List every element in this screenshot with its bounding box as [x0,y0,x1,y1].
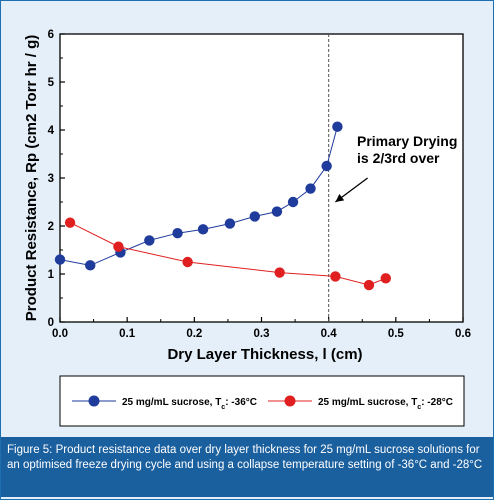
axis-ticks: 0.0 0.1 0.2 0.3 0.4 0.5 0.6 0 1 2 3 4 5 6 [48,29,471,340]
plot-area [59,33,464,323]
legend-label-2: 25 mg/mL sucrose, Tc: -28°C [318,397,453,411]
annotation-line1: Primary Drying [357,133,457,149]
x-tick-label: 0.3 [254,328,270,340]
data-point-series-2 [64,217,76,228]
data-point-series-2 [380,273,391,284]
legend-box [59,375,465,427]
x-tick-label: 0.1 [119,328,136,340]
data-point-series-2 [330,271,341,282]
data-point-series-1 [172,228,183,239]
legend: 25 mg/mL sucrose, Tc: -36°C 25 mg/mL sucr… [72,395,453,411]
figure-caption: Figure 5: Product resistance data over d… [1,437,493,497]
x-tick-label: 0.5 [388,328,405,340]
arrow-head [335,194,345,202]
data-point-series-1 [332,121,343,132]
y-tick-label: 3 [48,173,54,185]
data-point-series-1 [144,235,155,246]
data-point-series-1 [287,196,299,208]
series-group [54,121,391,291]
data-point-series-1 [271,206,283,217]
y-tick-label: 5 [48,77,55,89]
legend-marker-1 [88,395,100,407]
x-tick-label: 0.6 [455,328,471,340]
legend-label-1: 25 mg/mL sucrose, Tc: -36°C [122,397,257,411]
x-tick-label: 0.0 [52,328,68,340]
x-tick-label: 0.2 [186,328,202,340]
y-tick-label: 6 [48,29,54,41]
data-point-series-2 [274,267,285,278]
y-tick-label: 2 [48,221,54,233]
data-point-series-1 [305,183,316,194]
x-tick-label: 0.4 [321,328,338,340]
data-point-series-1 [85,260,96,271]
data-point-series-2 [363,279,375,291]
y-axis-title: Product Resistance, Rp (cm2 Torr hr / g) [23,35,40,321]
data-point-series-1 [321,160,332,172]
data-point-series-2 [182,256,193,268]
data-point-series-1 [224,218,236,229]
data-point-series-1 [197,224,209,235]
data-point-series-1 [54,254,66,265]
y-tick-label: 1 [48,269,55,281]
annotation-arrow [334,177,369,203]
y-tick-label: 4 [48,125,55,137]
data-point-series-1 [249,211,260,222]
annotation-line2: is 2/3rd over [357,150,440,166]
x-axis-title: Dry Layer Thickness, l (cm) [167,346,362,363]
legend-marker-2 [284,395,296,407]
y-tick-label: 0 [48,317,54,329]
data-point-series-2 [113,241,124,252]
